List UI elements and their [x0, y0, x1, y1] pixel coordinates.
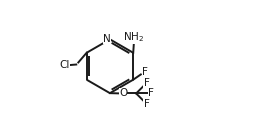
Text: NH$_2$: NH$_2$ [123, 30, 144, 44]
Text: N: N [103, 34, 111, 44]
Text: F: F [142, 67, 148, 77]
Text: O: O [119, 88, 127, 98]
Text: Cl: Cl [59, 60, 70, 70]
Text: F: F [144, 78, 150, 88]
Text: F: F [148, 88, 154, 98]
Text: F: F [144, 99, 150, 109]
